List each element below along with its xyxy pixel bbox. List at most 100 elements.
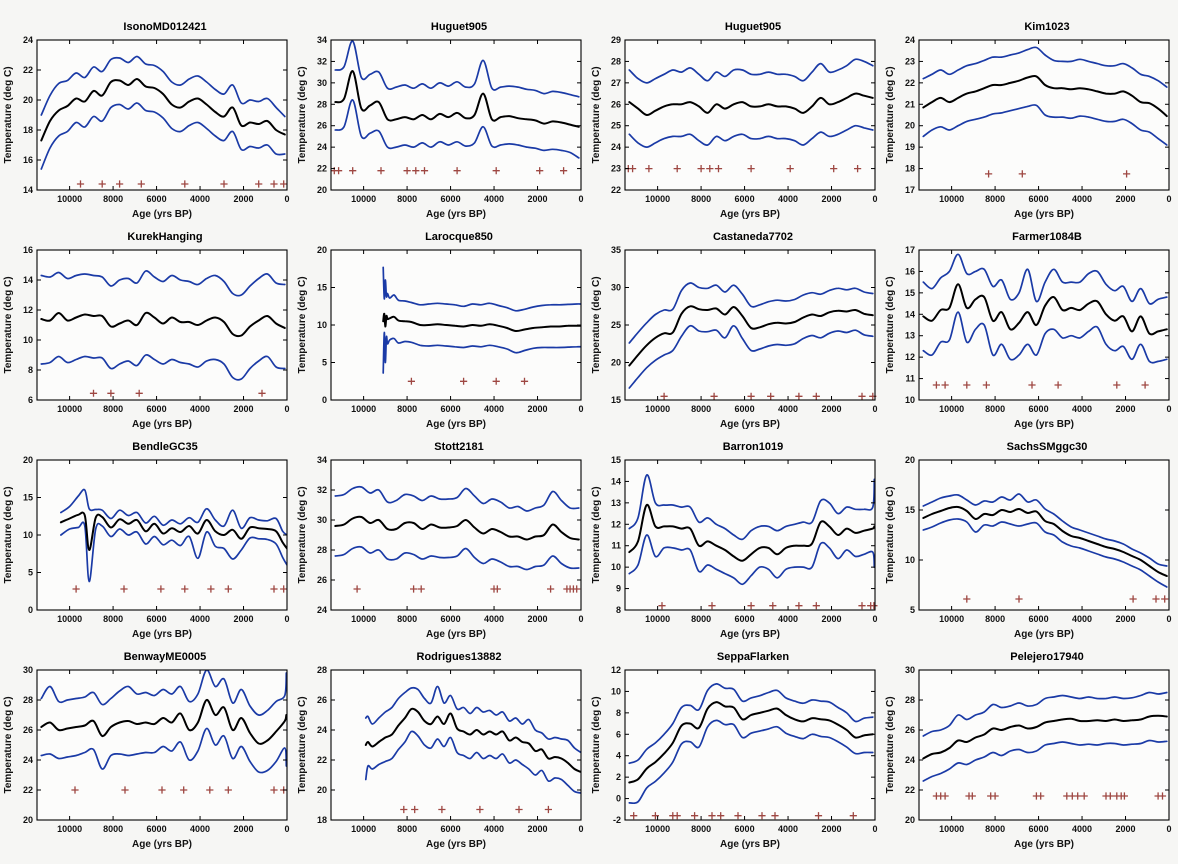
y-tick-label: 30 <box>905 665 915 675</box>
mid-line <box>364 707 581 773</box>
x-tick-label: 8000 <box>691 194 711 204</box>
x-tick-label: 8000 <box>691 614 711 624</box>
x-tick-label: 6000 <box>147 404 167 414</box>
x-tick-label: 8000 <box>985 404 1005 414</box>
y-tick-label: 15 <box>905 505 915 515</box>
mid-line <box>922 714 1168 760</box>
x-tick-label: 0 <box>284 404 289 414</box>
plot-svg: 10000 8000 6000 4000 2000 0 14 16 18 20 22 24 Age (y… <box>3 35 290 220</box>
y-tick-label: 29 <box>611 35 621 45</box>
y-axis-label: Temperature (deg C) <box>591 486 602 583</box>
y-tick-label: 22 <box>23 65 33 75</box>
subplot-huguet905-1: Huguet905 10000 8000 6000 4000 2000 0 20 22 24 26 2… <box>295 20 589 230</box>
x-tick-label: 4000 <box>484 404 504 414</box>
x-tick-label: 2000 <box>822 614 842 624</box>
chart-title: BenwayME0005 <box>123 651 207 663</box>
x-axis-label: Age (yrs BP) <box>426 839 486 850</box>
y-axis-label: Temperature (deg C) <box>3 66 14 163</box>
y-tick-label: 22 <box>611 185 621 195</box>
y-axis-label: Temperature (deg C) <box>885 276 896 373</box>
chart-title: Castaneda7702 <box>712 231 794 243</box>
x-tick-label: 6000 <box>1029 614 1049 624</box>
x-tick-label: 6000 <box>735 404 755 414</box>
y-tick-label: 26 <box>317 575 327 585</box>
x-tick-label: 0 <box>872 614 877 624</box>
x-tick-label: 4000 <box>190 824 210 834</box>
x-tick-label: 4000 <box>778 194 798 204</box>
x-tick-label: 8000 <box>397 194 417 204</box>
upper-line <box>922 253 1168 305</box>
chart-title: BendleGC35 <box>132 441 198 453</box>
y-tick-label: 26 <box>317 121 327 131</box>
x-tick-label: 2000 <box>822 824 842 834</box>
y-axis-label: Temperature (deg C) <box>297 276 308 373</box>
sample-age-markers <box>985 170 1131 178</box>
x-tick-label: 4000 <box>190 194 210 204</box>
y-tick-label: 6 <box>28 395 33 405</box>
y-tick-label: 28 <box>611 56 621 66</box>
y-tick-label: 22 <box>905 78 915 88</box>
series-group <box>922 253 1168 364</box>
upper-line <box>334 485 580 512</box>
y-tick-label: 32 <box>317 485 327 495</box>
subplot-rodrigues13882-13: Rodrigues13882 10000 8000 6000 4000 2000 0 18 20… <box>295 650 589 860</box>
x-tick-label: 2000 <box>528 194 548 204</box>
y-axis-label: Temperature (deg C) <box>3 486 14 583</box>
x-axis-label: Age (yrs BP) <box>132 629 192 640</box>
y-tick-label: 9 <box>616 584 621 594</box>
chart-title: SachsSMggc30 <box>1006 441 1088 453</box>
plot-svg: 10000 8000 6000 4000 2000 0 15 20 25 30 35 Age (yrs… <box>591 245 878 430</box>
y-tick-label: 10 <box>611 562 621 572</box>
y-tick-label: 15 <box>23 493 33 503</box>
mid-line <box>382 312 581 333</box>
y-tick-label: 23 <box>905 56 915 66</box>
mid-line <box>922 283 1168 336</box>
sample-age-markers <box>400 805 552 814</box>
y-tick-label: 26 <box>905 725 915 735</box>
upper-line <box>628 683 874 765</box>
y-tick-label: 8 <box>616 605 621 615</box>
y-tick-label: 13 <box>611 498 621 508</box>
plot-svg: 10000 8000 6000 4000 2000 0 22 23 24 25 26 27 28 29 Ag… <box>591 35 878 220</box>
chart-title: Huguet905 <box>430 21 488 33</box>
y-tick-label: 27 <box>611 78 621 88</box>
x-tick-label: 8000 <box>691 404 711 414</box>
lower-line <box>334 99 580 159</box>
x-tick-label: 2000 <box>528 824 548 834</box>
x-tick-label: 6000 <box>1029 194 1049 204</box>
y-tick-label: 22 <box>317 164 327 174</box>
axis-ticks <box>625 669 876 821</box>
x-tick-label: 10000 <box>939 824 964 834</box>
upper-line <box>922 691 1168 737</box>
y-tick-label: 10 <box>23 335 33 345</box>
mid-line <box>59 511 287 552</box>
x-axis-label: Age (yrs BP) <box>1014 629 1074 640</box>
y-tick-label: 22 <box>317 755 327 765</box>
x-tick-label: 2000 <box>234 614 254 624</box>
plot-svg: 10000 8000 6000 4000 2000 0 20 22 24 26 28 30 Age (y… <box>3 665 290 850</box>
y-tick-label: 24 <box>317 142 327 152</box>
y-tick-label: 26 <box>317 695 327 705</box>
y-tick-label: 12 <box>611 519 621 529</box>
y-tick-label: 10 <box>23 530 33 540</box>
lower-line <box>922 518 1168 588</box>
y-tick-label: 18 <box>905 164 915 174</box>
y-axis-label: Temperature (deg C) <box>297 66 308 163</box>
subplot-barron1019-10: Barron1019 10000 8000 6000 4000 2000 0 8 9 10 11 12… <box>589 440 883 650</box>
x-tick-label: 4000 <box>1072 614 1092 624</box>
x-tick-label: 10000 <box>645 194 670 204</box>
upper-line <box>364 685 581 754</box>
chart-title: KurekHanging <box>127 231 203 243</box>
x-tick-label: 2000 <box>234 404 254 414</box>
subplot-larocque850-5: Larocque850 10000 8000 6000 4000 2000 0 0 5 10 15 2… <box>295 230 589 440</box>
y-tick-label: 26 <box>23 725 33 735</box>
plot-svg: 10000 8000 6000 4000 2000 0 8 9 10 11 12 13 14 15 Age … <box>591 455 878 640</box>
x-tick-label: 2000 <box>822 194 842 204</box>
x-tick-label: 6000 <box>1029 824 1049 834</box>
y-tick-label: 16 <box>23 245 33 255</box>
y-tick-label: 10 <box>905 395 915 405</box>
chart-title: IsonoMD012421 <box>123 21 207 33</box>
lower-line <box>628 719 874 805</box>
axis-ticks <box>37 249 288 401</box>
upper-line <box>60 488 287 536</box>
